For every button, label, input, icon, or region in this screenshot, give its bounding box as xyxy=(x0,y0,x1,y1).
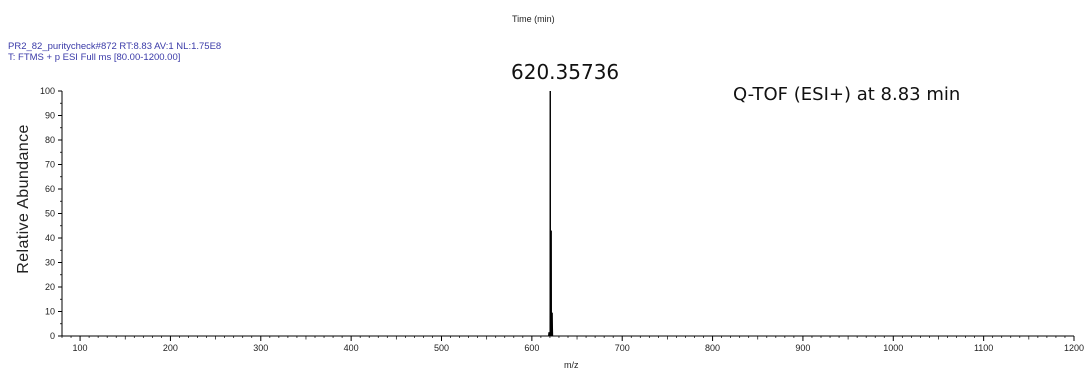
x-tick-label: 500 xyxy=(434,343,449,353)
method-annotation: Q-TOF (ESI+) at 8.83 min xyxy=(733,84,961,105)
y-tick-label: 10 xyxy=(45,307,55,317)
y-tick-label: 70 xyxy=(45,160,55,170)
y-tick-label: 60 xyxy=(45,184,55,194)
x-tick-label: 800 xyxy=(705,343,720,353)
y-tick-label: 90 xyxy=(45,111,55,121)
x-tick-label: 300 xyxy=(253,343,268,353)
scan-header-line-2: T: FTMS + p ESI Full ms [80.00-1200.00] xyxy=(8,52,181,63)
y-tick-label: 20 xyxy=(45,282,55,292)
spectrum-trace xyxy=(71,90,1074,337)
y-tick-label: 100 xyxy=(40,86,55,96)
y-tick-label: 40 xyxy=(45,233,55,243)
chart-title: Time (min) xyxy=(512,14,555,24)
x-tick-label: 1000 xyxy=(883,343,903,353)
x-tick-label: 1200 xyxy=(1064,343,1084,353)
x-tick-label: 200 xyxy=(163,343,178,353)
x-tick-label: 900 xyxy=(795,343,810,353)
y-tick-label: 0 xyxy=(50,331,55,341)
x-tick-label: 1100 xyxy=(974,343,993,353)
x-tick-label: 700 xyxy=(615,343,630,353)
scan-header-line-1: PR2_82_puritycheck#872 RT:8.83 AV:1 NL:1… xyxy=(8,41,222,52)
y-tick-label: 30 xyxy=(45,258,55,268)
x-axis-title: m/z xyxy=(564,360,579,370)
y-tick-label: 50 xyxy=(45,209,55,219)
x-tick-label: 600 xyxy=(524,343,539,353)
x-tick-label: 400 xyxy=(344,343,359,353)
peak-label: 620.35736 xyxy=(511,60,620,84)
y-tick-label: 80 xyxy=(45,135,55,145)
x-tick-label: 100 xyxy=(73,343,88,353)
